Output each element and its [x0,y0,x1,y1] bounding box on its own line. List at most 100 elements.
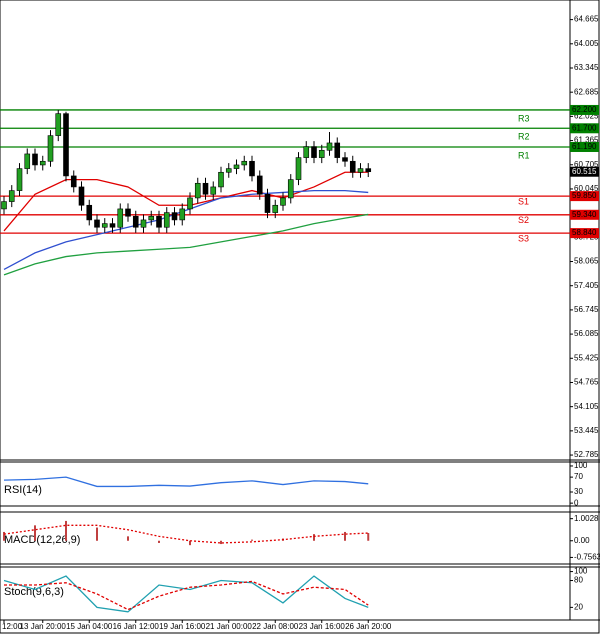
indicator-title: MACD(12,26,9) [4,534,80,546]
candle-body [264,193,271,213]
level-tag [570,209,599,220]
macd-bar [344,531,346,541]
level-tag [570,141,599,152]
candle-body [101,223,108,228]
candle-body [318,149,325,158]
candle-body [55,113,62,136]
x-tick-label: 22 Jan 08:00 [252,622,299,631]
y-tick-label: 62.025 [574,111,599,120]
last-price-tag [570,166,599,177]
macd-bar [367,533,370,541]
candle-body [256,175,263,195]
level-name: S1 [518,196,529,206]
y-tick-label: 100 [574,461,588,470]
y-tick-label: 64.665 [574,15,599,24]
level-name: R3 [518,113,530,123]
level-value: 59.340 [572,210,597,219]
candle-body [365,168,372,173]
candle-body [132,215,139,228]
signal-line [3,524,369,544]
candle-body [171,212,178,221]
candle-body [342,157,348,162]
candle-body [295,157,302,180]
candle-body [249,160,255,177]
candle-body [156,215,162,228]
macd-bar [3,531,5,541]
y-tick-label: 0 [574,498,579,507]
x-tick-label: 19 Jan 16:00 [159,622,206,631]
y-tick-label: 58.065 [574,257,599,266]
candle-body [163,212,170,228]
macd-bar [313,534,315,541]
candle-body [326,142,333,151]
candle-body [8,190,15,202]
candle-body [78,186,85,206]
macd-bar [34,525,36,541]
y-tick-label: 52.785 [574,450,599,459]
candle-body [210,186,217,195]
y-tick-label: 30 [574,487,583,496]
y-tick-label: 70 [574,472,583,481]
level-value: 58.840 [572,228,597,237]
level-tag [570,104,599,115]
y-tick-label: 100 [574,567,588,576]
level-value: 59.850 [572,191,597,200]
candle-body [47,135,54,162]
candle-body [280,197,286,206]
indicator-line [3,476,369,488]
candle-body [125,208,131,217]
level-name: R2 [518,132,530,142]
y-tick-label: 61.365 [574,136,599,145]
candle-body [334,142,341,158]
stoch-line [3,575,369,613]
candle-body [187,197,193,210]
y-tick-label: 53.445 [574,426,599,435]
y-tick-label: 60.045 [574,184,599,193]
y-tick-label: 56.085 [574,329,599,338]
level-value: 61.700 [572,123,597,132]
candle-body [225,168,232,173]
y-tick-label: 20 [574,602,583,611]
candle-body [39,160,46,166]
x-tick-label: 12:00 [2,622,23,631]
ma-line [3,213,369,276]
indicator-title: Stoch(9,6,3) [4,586,64,598]
candle-body [233,164,240,169]
y-tick-label: 54.105 [574,402,599,411]
macd-bar [220,540,222,545]
candle-body [86,204,93,221]
macd-bar [96,527,98,541]
candle-body [148,215,155,221]
last-price: 60.515 [572,167,597,176]
level-name: S2 [518,215,529,225]
candle-body [303,146,310,158]
x-tick-label: 16 Jan 12:00 [113,622,160,631]
candle-body [241,160,248,166]
candle-body [311,146,317,158]
candle-body [109,223,116,228]
x-tick-label: 13 Jan 20:00 [20,622,67,631]
candle-body [117,208,124,228]
y-tick-label: 60.705 [574,160,599,169]
candle-body [24,153,31,169]
x-tick-label: 15 Jan 04:00 [66,622,113,631]
level-value: 61.190 [572,142,597,151]
stoch-line [4,580,369,611]
candle-body [140,219,147,228]
y-tick-label: 57.405 [574,281,599,290]
level-name: S3 [518,233,529,243]
candle-body [287,179,294,199]
y-tick-label: 0.00 [574,536,590,545]
candle-body [194,182,201,199]
x-tick-label: 21 Jan 00:00 [206,622,253,631]
candle-body [1,201,7,210]
macd-bar [189,540,191,546]
macd-bar [251,539,253,541]
level-tag [570,191,599,202]
y-tick-label: 64.005 [574,39,599,48]
level-name: R1 [518,150,530,160]
candle-body [16,168,23,191]
level-tag [570,123,599,134]
